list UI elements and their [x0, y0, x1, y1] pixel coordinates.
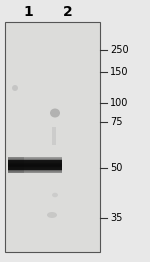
Text: 35: 35	[110, 213, 122, 223]
Bar	[8, 163, 62, 164]
Text: 150: 150	[110, 67, 129, 77]
Bar	[8, 161, 62, 162]
Text: 75: 75	[110, 117, 123, 127]
Ellipse shape	[12, 85, 18, 91]
Bar	[8, 169, 62, 170]
Bar	[8, 166, 62, 167]
Bar	[8, 160, 62, 161]
Bar	[8, 164, 62, 165]
Bar	[8, 160, 62, 170]
Ellipse shape	[47, 212, 57, 218]
Text: 1: 1	[23, 5, 33, 19]
Bar	[8, 162, 62, 163]
Bar	[8, 158, 62, 159]
Bar	[8, 157, 24, 173]
Bar	[5, 22, 100, 252]
Bar	[8, 172, 62, 173]
Bar	[8, 171, 62, 172]
Bar	[8, 167, 62, 168]
Text: 50: 50	[110, 163, 122, 173]
Ellipse shape	[50, 108, 60, 117]
Text: 100: 100	[110, 98, 128, 108]
Ellipse shape	[52, 193, 58, 197]
Bar	[8, 159, 62, 160]
Bar	[8, 170, 62, 171]
Text: 250: 250	[110, 45, 129, 55]
Bar	[52, 127, 56, 145]
Bar	[8, 165, 62, 166]
Bar	[8, 157, 62, 158]
Text: 2: 2	[63, 5, 73, 19]
Bar	[8, 168, 62, 169]
